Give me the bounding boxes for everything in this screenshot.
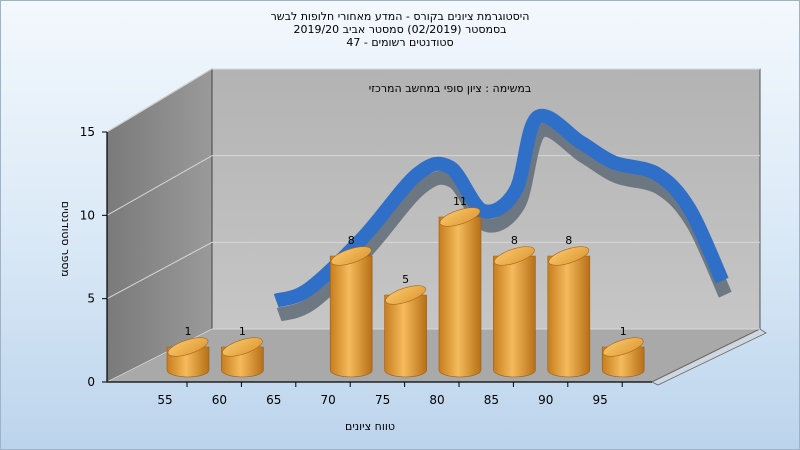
title-line-2: בסמסטר (02/2019) סמסטר אביב 2019/20 xyxy=(293,23,507,36)
bar-cap xyxy=(385,285,426,305)
bar-data-label: 11 xyxy=(453,195,467,208)
y-tick-label: 0 xyxy=(87,375,95,389)
bar xyxy=(384,285,427,378)
x-tick-label: 95 xyxy=(593,393,608,407)
grid-line-left xyxy=(106,241,213,300)
bar-data-label: 1 xyxy=(239,325,246,338)
x-tick-label: 90 xyxy=(538,393,553,407)
x-tick-label: 70 xyxy=(321,393,336,407)
bar-data-label: 1 xyxy=(620,325,627,338)
bar-body xyxy=(438,216,482,378)
x-tick-label: 75 xyxy=(375,393,390,407)
bar xyxy=(329,246,373,378)
y-tick-label: 10 xyxy=(80,208,95,222)
bar-body xyxy=(493,255,536,378)
y-tick-label: 15 xyxy=(80,125,95,139)
bar-data-label: 8 xyxy=(348,234,355,247)
inner-chart-title: במשימה : ציון סופי במחשב המרכזי xyxy=(368,82,532,95)
y-tick-label: 5 xyxy=(87,292,95,306)
grid-line-left xyxy=(106,328,213,383)
bar xyxy=(547,246,591,378)
bar-data-label: 8 xyxy=(511,234,518,247)
bar-cap xyxy=(330,246,372,266)
grid-line-left xyxy=(106,68,213,133)
title-line-1: היסטוגרמת ציונים בקורס - המדע מאחורי חלו… xyxy=(270,10,530,23)
bar-cap xyxy=(222,337,263,357)
x-tick-label: 85 xyxy=(484,393,499,407)
bar xyxy=(438,207,482,378)
bar-data-label: 8 xyxy=(565,234,572,247)
bar xyxy=(166,337,210,378)
bar-body xyxy=(384,294,427,378)
bar-cap xyxy=(602,337,644,357)
bar xyxy=(601,337,645,378)
bar-cap xyxy=(439,207,481,227)
bar-cap xyxy=(494,246,535,266)
distribution-curve xyxy=(273,108,729,308)
x-tick-label: 80 xyxy=(429,393,444,407)
grid-line-left xyxy=(106,155,213,216)
left-wall xyxy=(106,68,213,383)
y-axis-label: מספר סטודנטים xyxy=(59,201,72,277)
x-tick-label: 65 xyxy=(266,393,281,407)
title-line-3: סטודנטים רשומים - 47 xyxy=(346,36,454,49)
x-axis-label: טווח ציונים xyxy=(345,420,395,433)
bar xyxy=(221,337,264,378)
chart-title: היסטוגרמת ציונים בקורס - המדע מאחורי חלו… xyxy=(0,10,800,49)
bar-cap xyxy=(548,246,590,266)
x-tick-label: 55 xyxy=(157,393,172,407)
bar-data-label: 1 xyxy=(185,325,192,338)
bar xyxy=(493,246,536,378)
floor-edge xyxy=(651,328,767,386)
bar-body xyxy=(329,255,373,378)
bar-cap xyxy=(167,337,209,357)
bar-data-label: 5 xyxy=(402,273,409,286)
bar-body xyxy=(547,255,591,378)
x-tick-label: 60 xyxy=(212,393,227,407)
